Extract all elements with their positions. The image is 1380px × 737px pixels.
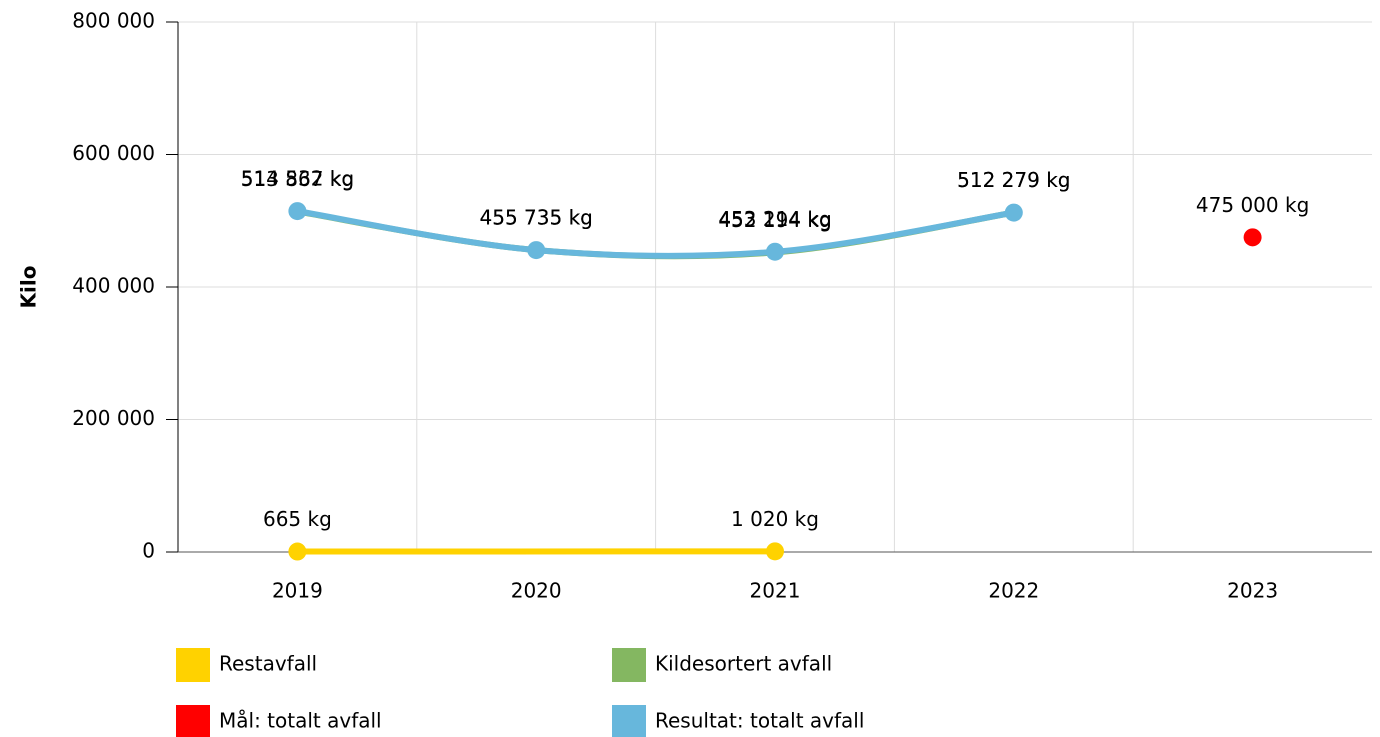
legend-label: Mål: totalt avfall (219, 709, 382, 733)
data-point (766, 242, 784, 261)
data-point (288, 202, 307, 221)
x-tick-label: 2022 (988, 579, 1039, 603)
data-point (1243, 228, 1262, 247)
legend-swatch (176, 648, 210, 682)
y-axis-label: Kilo (17, 266, 41, 309)
x-tick-label: 2019 (272, 579, 323, 603)
data-label: 513 867 kg (241, 167, 354, 191)
data-point (766, 542, 784, 561)
data-label: 1 020 kg (731, 507, 819, 531)
legend-label: Restavfall (219, 652, 317, 676)
series-line (294, 208, 1017, 259)
y-tick-label: 200 000 (72, 406, 155, 430)
data-point (527, 241, 546, 260)
y-tick-label: 0 (142, 539, 155, 563)
data-label: 455 735 kg (480, 206, 593, 230)
data-label: 514 532 kg (241, 167, 354, 191)
legend-label: Resultat: totalt avfall (655, 709, 864, 733)
data-label: 453 214 kg (718, 207, 831, 231)
x-tick-label: 2020 (511, 579, 562, 603)
data-label: 512 279 kg (957, 168, 1070, 192)
data-label: 455 735 kg (480, 206, 593, 230)
data-point (1004, 203, 1023, 222)
data-point (288, 542, 307, 561)
legend-swatch (612, 648, 646, 682)
x-tick-label: 2021 (750, 579, 801, 603)
y-tick-label: 800 000 (72, 9, 155, 33)
y-tick-label: 400 000 (72, 274, 155, 298)
data-label: 512 279 kg (957, 168, 1070, 192)
data-label: 452 194 kg (718, 208, 831, 232)
legend-swatch (176, 705, 210, 737)
legend-label: Kildesortert avfall (655, 652, 832, 676)
data-label: 475 000 kg (1196, 193, 1309, 217)
y-tick-label: 600 000 (72, 141, 155, 165)
legend-swatch (612, 705, 646, 737)
data-label: 665 kg (263, 507, 332, 531)
x-tick-label: 2023 (1227, 579, 1278, 603)
